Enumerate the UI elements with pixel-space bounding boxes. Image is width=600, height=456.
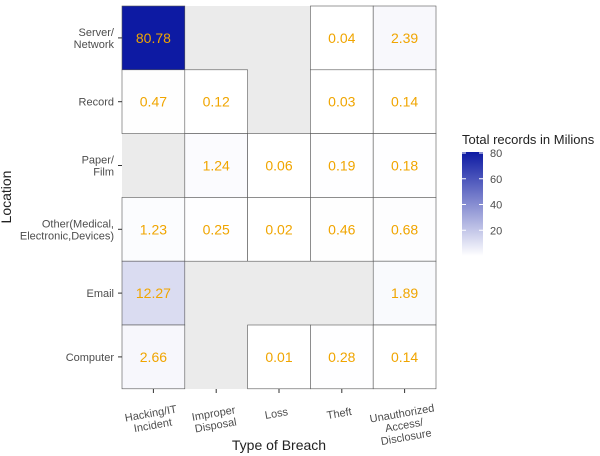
x-tick-label: Theft — [326, 406, 353, 422]
legend-tick-label: 80 — [490, 148, 502, 160]
cell-value-label: 0.25 — [203, 221, 230, 237]
cell-value-label: 0.18 — [391, 158, 418, 174]
heatmap-cell — [247, 197, 311, 262]
cell-value-label: 0.02 — [265, 221, 292, 237]
cell-value-label: 0.28 — [328, 349, 355, 365]
legend-title: Total records in Milions — [462, 132, 595, 147]
color-legend: Total records in Milions 20 40 60 80 — [462, 132, 595, 256]
cell-value-label: 0.06 — [265, 158, 292, 174]
heatmap-cell — [310, 324, 374, 390]
heatmap-cell — [372, 260, 437, 326]
y-tick-label: Paper/Film — [82, 155, 115, 179]
cell-value-label: 12.27 — [136, 285, 171, 301]
y-axis: Server/Network Record Paper/Film Other(Medi… — [20, 27, 122, 364]
x-tick-label: Hacking/ITIncident — [124, 404, 180, 437]
cell-labels-layer: 80.78 0.04 2.39 0.47 0.12 0.03 0.14 1.24 0.06 0.1… — [136, 30, 419, 365]
cell-value-label: 2.66 — [140, 349, 167, 365]
cell-value-label: 0.14 — [391, 349, 418, 365]
heatmap-cell — [372, 5, 437, 71]
x-tick-label: UnauthorizedAccess/Disclosure — [369, 402, 440, 449]
y-tick-label: Email — [86, 288, 114, 300]
x-tick-label: ImproperDisposal — [191, 404, 239, 435]
cell-value-label: 0.19 — [328, 158, 355, 174]
legend-tick-label: 60 — [490, 174, 502, 186]
legend-color-bar — [462, 152, 483, 256]
heatmap-cell — [372, 69, 437, 134]
cell-value-label: 0.14 — [391, 94, 418, 110]
heatmap-cell — [247, 133, 311, 198]
heatmap-cell — [121, 260, 186, 326]
heatmap-cell — [372, 324, 437, 390]
cell-value-label: 0.03 — [328, 94, 355, 110]
heatmap-cell — [121, 5, 186, 71]
cell-value-label: 1.89 — [391, 285, 418, 301]
cell-value-label: 0.47 — [140, 94, 167, 110]
heatmap-cell — [121, 324, 186, 390]
heatmap-cell — [310, 133, 374, 198]
y-axis-title: Location — [0, 171, 14, 224]
cell-value-label: 0.46 — [328, 221, 355, 237]
cell-value-label: 0.12 — [203, 94, 230, 110]
y-tick-label: Other(Medical, Electronic,Devices) — [20, 218, 114, 242]
cell-value-label: 2.39 — [391, 30, 418, 46]
cell-value-label: 0.68 — [391, 221, 418, 237]
y-tick-label: Computer — [66, 352, 115, 364]
heatmap-cell — [121, 197, 186, 262]
cell-value-label: 1.24 — [203, 158, 230, 174]
legend-tick-label: 20 — [490, 225, 502, 237]
heatmap-cell — [310, 197, 374, 262]
cell-value-label: 1.23 — [140, 221, 167, 237]
y-tick-label: Server/Network — [74, 27, 115, 51]
x-axis-title: Type of Breach — [232, 437, 326, 453]
cell-value-label: 80.78 — [136, 30, 171, 46]
heatmap-cell — [247, 324, 311, 390]
heatmap-cell — [121, 69, 186, 134]
x-tick-label: Loss — [264, 406, 289, 422]
heatmap-cell — [310, 5, 374, 71]
heatmap-cell — [184, 197, 248, 262]
heatmap-cell — [372, 197, 437, 262]
cells-layer — [121, 5, 437, 390]
cell-value-label: 0.01 — [265, 349, 292, 365]
legend-tick-label: 40 — [490, 200, 502, 212]
cell-value-label: 0.04 — [328, 30, 355, 46]
y-tick-label: Record — [79, 97, 114, 109]
heatmap-cell — [184, 133, 248, 198]
